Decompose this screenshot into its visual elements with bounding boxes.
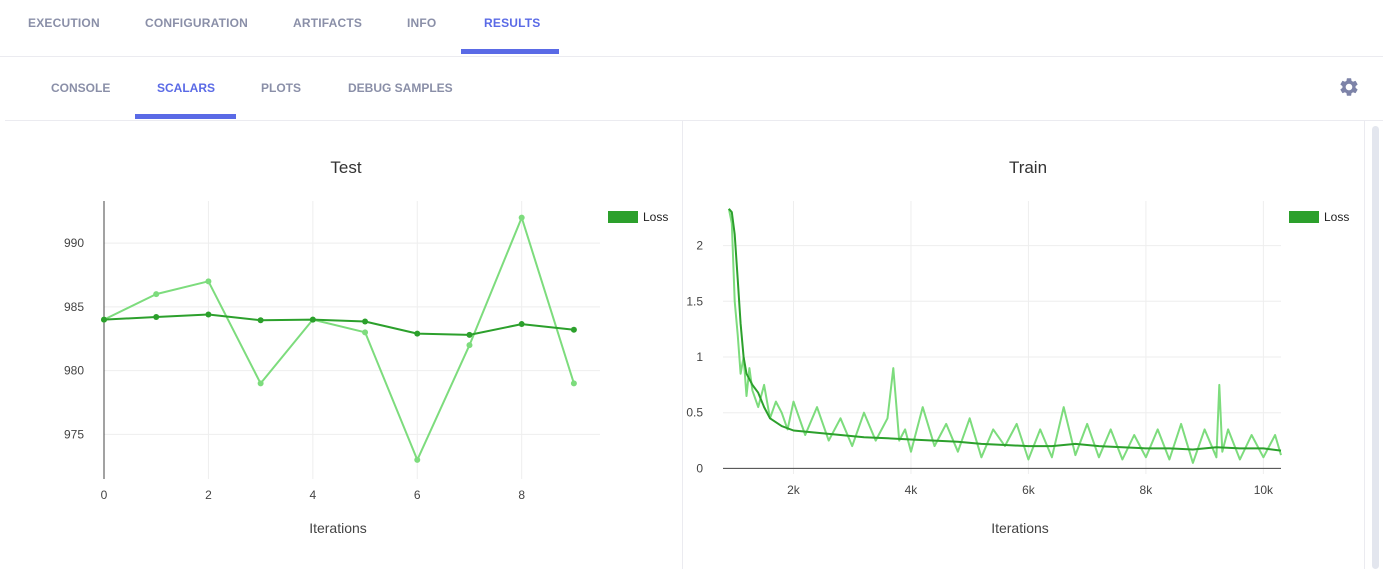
x-tick-label: 6 bbox=[414, 488, 421, 502]
y-tick-label: 2 bbox=[696, 239, 703, 253]
legend-label: Loss bbox=[1324, 210, 1349, 224]
legend-label: Loss bbox=[643, 210, 668, 224]
top-tab-bar: EXECUTION CONFIGURATION ARTIFACTS INFO R… bbox=[0, 0, 1383, 57]
active-tab-indicator bbox=[461, 49, 559, 54]
loss-smoothed-point bbox=[570, 326, 577, 333]
sub-tab-bar: CONSOLE SCALARS PLOTS DEBUG SAMPLES bbox=[5, 57, 1383, 121]
x-tick-label: 4 bbox=[309, 488, 316, 502]
loss-smoothed-line bbox=[103, 313, 575, 336]
loss-smoothed-line bbox=[728, 208, 1282, 452]
loss-raw-line bbox=[103, 216, 575, 461]
panel-divider bbox=[682, 121, 683, 569]
x-tick-label: 10k bbox=[1254, 483, 1274, 497]
loss-raw-point bbox=[570, 380, 577, 387]
loss-raw-point bbox=[466, 342, 473, 349]
loss-smoothed-point bbox=[205, 311, 212, 318]
loss-smoothed-point bbox=[153, 314, 160, 321]
y-tick-label: 1.5 bbox=[686, 294, 703, 308]
train-chart-panel: Train 2k 4k 6k 8k 10k 0 0.5 1 1.5 2 Iterations Loss bbox=[683, 121, 1364, 569]
legend-swatch bbox=[1289, 211, 1319, 223]
tab-debug-samples[interactable]: DEBUG SAMPLES bbox=[348, 81, 453, 95]
tab-console[interactable]: CONSOLE bbox=[51, 81, 111, 95]
y-tick-label: 985 bbox=[64, 300, 84, 314]
train-chart: Train 2k 4k 6k 8k 10k 0 0.5 1 1.5 2 Iterations Loss bbox=[686, 158, 1349, 536]
legend-swatch bbox=[608, 211, 638, 223]
loss-raw-point bbox=[257, 380, 264, 387]
loss-smoothed-point bbox=[466, 331, 473, 338]
x-axis-label: Iterations bbox=[991, 520, 1049, 536]
y-tick-label: 0 bbox=[696, 461, 703, 475]
tab-info[interactable]: INFO bbox=[407, 16, 437, 30]
x-axis-label: Iterations bbox=[309, 520, 367, 536]
tab-results[interactable]: RESULTS bbox=[484, 16, 541, 30]
y-tick-label: 980 bbox=[64, 364, 84, 378]
y-tick-label: 0.5 bbox=[686, 406, 703, 420]
tab-execution[interactable]: EXECUTION bbox=[28, 16, 100, 30]
loss-smoothed-point bbox=[257, 317, 264, 324]
y-tick-label: 1 bbox=[696, 350, 703, 364]
x-tick-label: 2k bbox=[787, 483, 801, 497]
x-tick-label: 0 bbox=[101, 488, 108, 502]
active-subtab-indicator bbox=[135, 114, 236, 119]
x-tick-label: 6k bbox=[1022, 483, 1036, 497]
tab-plots[interactable]: PLOTS bbox=[261, 81, 302, 95]
test-chart: Test 0 2 4 6 8 975 980 985 990 Iterations Loss bbox=[64, 158, 668, 536]
chart-title: Test bbox=[330, 158, 361, 177]
loss-raw-point bbox=[205, 278, 212, 285]
x-tick-label: 8k bbox=[1140, 483, 1154, 497]
y-tick-label: 975 bbox=[64, 427, 84, 441]
loss-smoothed-point bbox=[101, 316, 107, 323]
settings-button[interactable] bbox=[1338, 76, 1360, 98]
tab-artifacts[interactable]: ARTIFACTS bbox=[293, 16, 363, 30]
tab-configuration[interactable]: CONFIGURATION bbox=[145, 16, 249, 30]
y-tick-label: 990 bbox=[64, 236, 84, 250]
test-chart-panel: Test 0 2 4 6 8 975 980 985 990 Iterations Loss bbox=[5, 121, 682, 569]
x-tick-label: 2 bbox=[205, 488, 212, 502]
loss-raw-point bbox=[153, 291, 160, 298]
gear-icon bbox=[1340, 78, 1358, 96]
loss-raw-line bbox=[727, 208, 1282, 464]
chart-title: Train bbox=[1009, 158, 1047, 177]
loss-smoothed-point bbox=[414, 330, 421, 337]
scrollbar-thumb[interactable] bbox=[1372, 126, 1379, 569]
loss-raw-point bbox=[362, 329, 369, 336]
x-tick-label: 8 bbox=[518, 488, 525, 502]
loss-raw-point bbox=[518, 214, 525, 221]
loss-smoothed-point bbox=[362, 318, 369, 325]
loss-smoothed-point bbox=[309, 316, 316, 323]
x-tick-label: 4k bbox=[905, 483, 919, 497]
loss-raw-point bbox=[414, 456, 421, 463]
loss-smoothed-point bbox=[518, 321, 525, 328]
tab-scalars[interactable]: SCALARS bbox=[157, 81, 216, 95]
